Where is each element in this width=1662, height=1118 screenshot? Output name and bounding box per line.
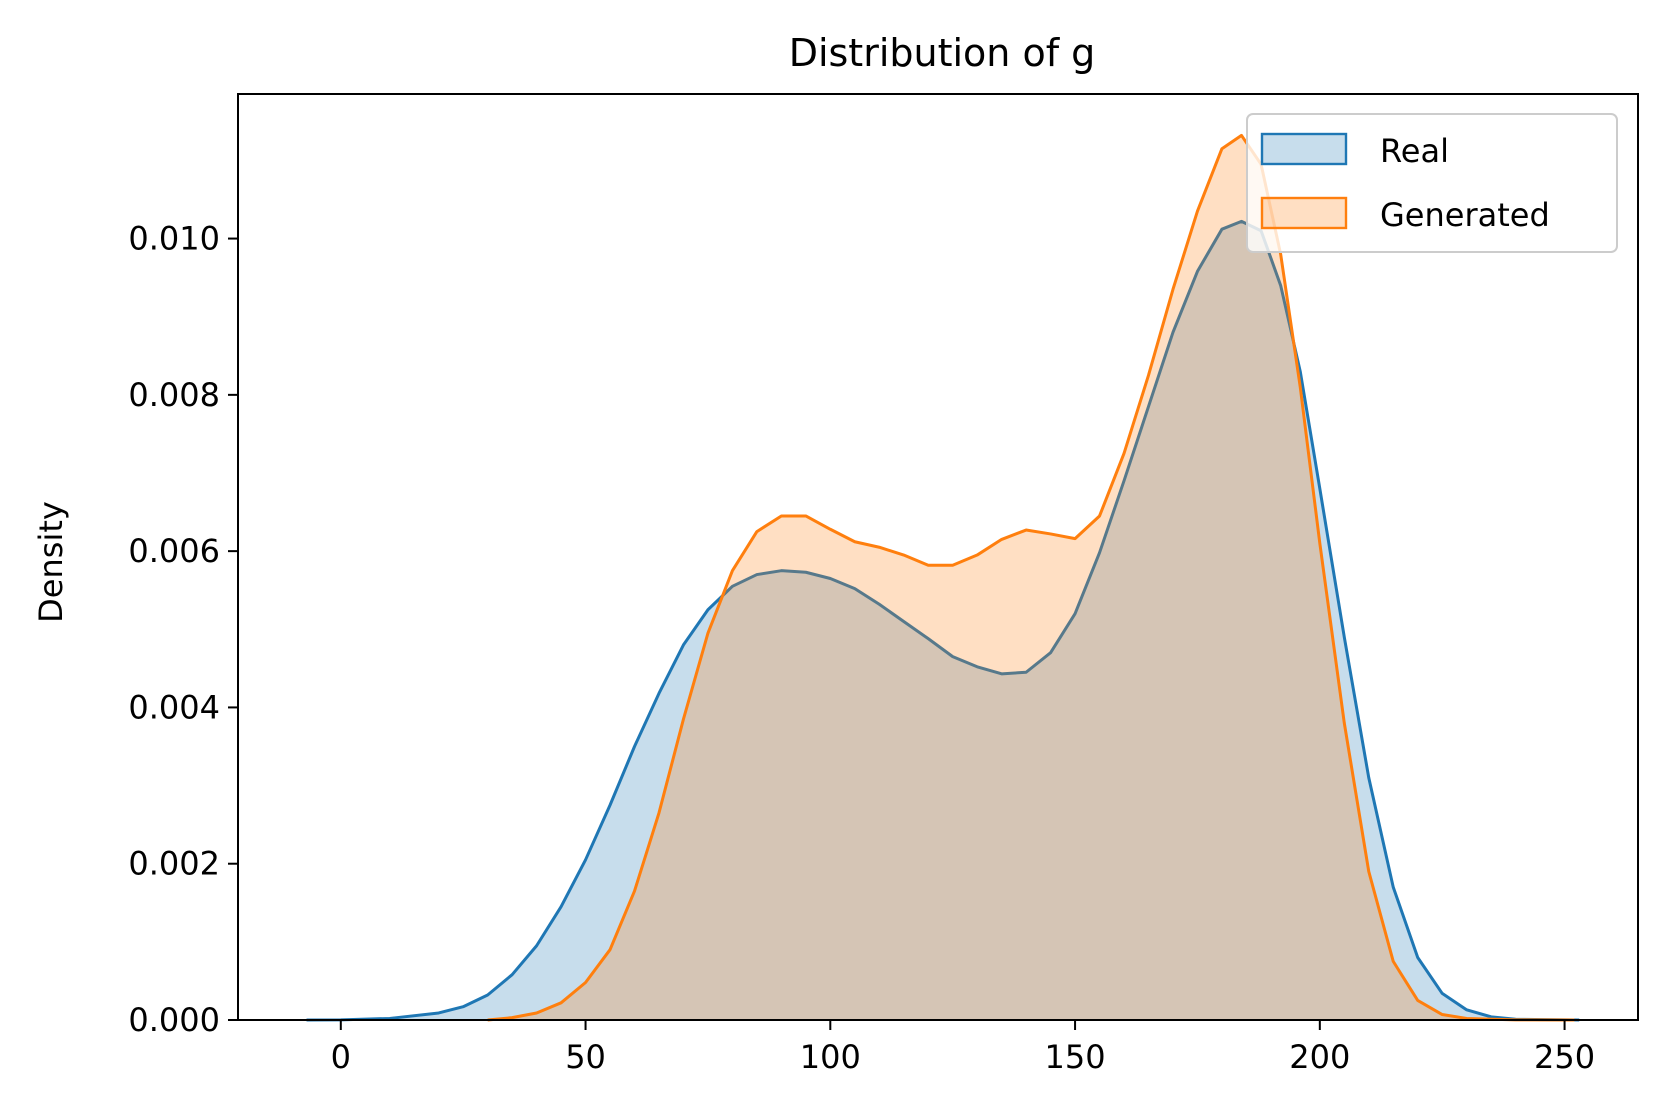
- legend: Real Generated: [1246, 113, 1618, 253]
- chart-title: Distribution of g: [789, 31, 1096, 75]
- y-tick-label: 0.000: [128, 1001, 220, 1039]
- x-tick-label: 200: [1289, 1038, 1350, 1076]
- x-tick-label: 50: [565, 1038, 606, 1076]
- x-axis: 0 50 100 150 200 250: [331, 1020, 1595, 1076]
- y-tick-label: 0.010: [128, 220, 220, 258]
- series-line-generated: [487, 133, 1575, 1022]
- legend-box: [1246, 113, 1618, 253]
- y-axis: 0.000 0.002 0.004 0.006 0.008 0.010: [128, 220, 238, 1039]
- y-tick-label: 0.008: [128, 376, 220, 414]
- y-tick-label: 0.004: [128, 688, 220, 726]
- y-tick-label: 0.006: [128, 532, 220, 570]
- series-layer: [306, 133, 1580, 1022]
- series-area-generated: [487, 135, 1575, 1021]
- legend-label-generated: Generated: [1380, 196, 1550, 234]
- legend-label-real: Real: [1380, 132, 1449, 170]
- legend-swatch-real: [1260, 132, 1348, 166]
- x-tick-label: 0: [331, 1038, 351, 1076]
- y-axis-label: Density: [32, 501, 70, 623]
- x-tick-label: 250: [1534, 1038, 1595, 1076]
- x-tick-label: 100: [800, 1038, 861, 1076]
- x-tick-label: 150: [1045, 1038, 1106, 1076]
- legend-swatch-generated: [1260, 196, 1348, 230]
- y-tick-label: 0.002: [128, 845, 220, 883]
- plot-frame: [237, 93, 1639, 1021]
- series-line-real: [306, 219, 1580, 1022]
- series-area-real: [306, 221, 1580, 1020]
